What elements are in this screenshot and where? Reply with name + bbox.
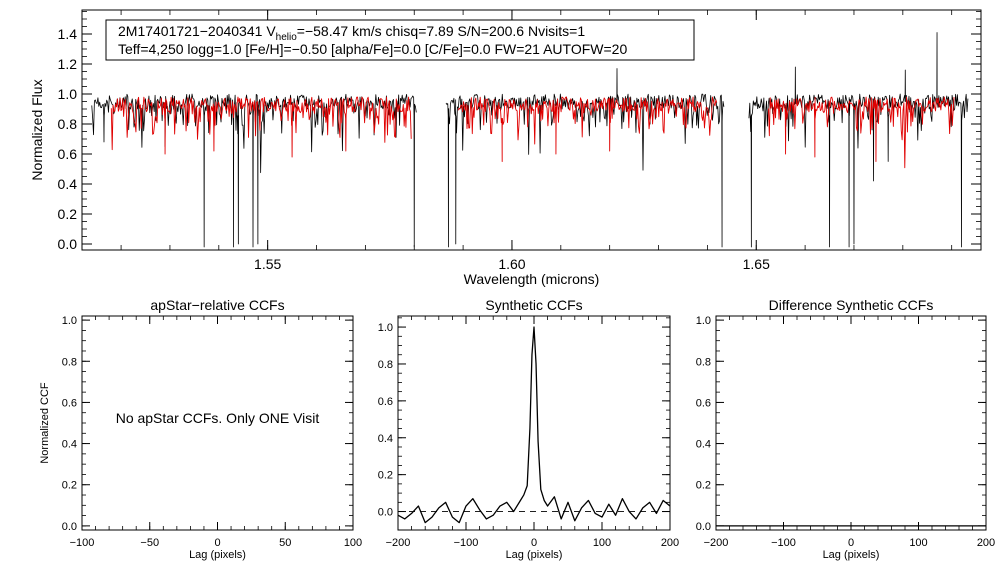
difference-ccf-title: Difference Synthetic CCFs	[769, 297, 934, 313]
apstar-ccf-ytick-label: 1.0	[62, 315, 77, 327]
spectrum-xlabel: Wavelength (microns)	[464, 271, 600, 287]
difference-ccf-xlabel: Lag (pixels)	[823, 549, 880, 561]
spectrum-frame	[81, 9, 982, 251]
apstar-ccf-ylabel: Normalized CCF	[39, 382, 51, 464]
spectrum-ylabel: Normalized Flux	[29, 79, 45, 180]
velocity-subscript: helio	[276, 32, 298, 43]
difference-ccf-ytick-label: 0.2	[696, 480, 711, 492]
info-line-1: 2M17401721−2040341 Vhelio=−58.47 km/s ch…	[118, 23, 585, 43]
synthetic-ccf-xlabel: Lag (pixels)	[506, 549, 563, 561]
spectrum-ytick-label: 1.0	[58, 86, 78, 102]
spectrum-xtick-label: 1.60	[498, 256, 525, 272]
info-field: Nvisits=1	[528, 23, 585, 39]
spectrum-line-model	[110, 96, 412, 158]
difference-ccf-xtick-label: 200	[977, 537, 995, 549]
synthetic-ccf-xtick-label: 0	[531, 537, 537, 549]
info-field: 2M17401721−2040341	[118, 23, 266, 39]
difference-ccf-ytick-label: 0.8	[696, 356, 711, 368]
spectrum-line-model	[768, 96, 955, 169]
synthetic-ccf-xtick-label: 200	[661, 537, 679, 549]
spectrum-ytick-label: 0.0	[58, 236, 78, 252]
difference-ccf-frame	[715, 315, 987, 531]
info-box-frame	[105, 19, 695, 61]
apstar-ccf-xtick-label: 0	[214, 537, 220, 549]
apstar-ccf-ytick-label: 0.4	[62, 439, 77, 451]
info-line-2: Teff=4,250 logg=1.0 [Fe/H]=−0.50 [alpha/…	[118, 41, 627, 57]
synthetic-ccf-ytick-label: 0.8	[378, 359, 393, 371]
spectrum-ytick-label: 1.2	[58, 56, 78, 72]
apstar-ccf-xtick-label: 100	[344, 537, 362, 549]
apstar-ccf-axes: −100 −50 0 50 100 0.0 0.2 0.4 0.6 0.8 1.0 Lag (pixe…	[39, 297, 362, 561]
synthetic-ccf-ytick-label: 0.6	[378, 396, 393, 408]
spectrum-ytick-label: 0.6	[58, 146, 78, 162]
spectrum-ytick-label: 1.4	[58, 26, 78, 42]
apstar-ccf-ytick-label: 0.2	[62, 480, 77, 492]
apstar-ccf-xtick-label: −100	[70, 537, 95, 549]
synthetic-ccf-ytick-label: 1.0	[378, 322, 393, 334]
apstar-ccf-title: apStar−relative CCFs	[150, 297, 284, 313]
spectrum-line-observed	[748, 32, 969, 248]
spectrum-ytick-label: 0.2	[58, 206, 78, 222]
difference-ccf-xtick-label: −200	[704, 537, 729, 549]
synthetic-ccf-xtick-label: −200	[386, 537, 411, 549]
spectrum-ytick-label: 0.4	[58, 176, 78, 192]
synthetic-ccf-ytick-label: 0.4	[378, 433, 393, 445]
spectrum-xtick-label: 1.55	[254, 256, 281, 272]
synthetic-ccf-ytick-label: 0.0	[378, 507, 393, 519]
synthetic-ccf-title: Synthetic CCFs	[485, 297, 582, 313]
spectrum-line-observed	[445, 68, 725, 248]
apstar-ccf-ytick-label: 0.6	[62, 397, 77, 409]
info-field: chisq=7.89	[386, 23, 458, 39]
apstar-ccf-xtick-label: −50	[140, 537, 159, 549]
synthetic-ccf-xtick-label: 100	[593, 537, 611, 549]
difference-ccf-ytick-label: 1.0	[696, 315, 711, 327]
info-field: S/N=200.6	[458, 23, 528, 39]
synthetic-ccf-ytick-label: 0.2	[378, 470, 393, 482]
velocity-value: =−58.47 km/s	[297, 23, 386, 39]
info-field: V	[266, 23, 276, 39]
spectrum-axes: 1.55 1.60 1.65 0.0 0.2 0.4 0.6 0.8 1.0 1.2 1.4 Wave…	[29, 9, 982, 287]
synthetic-ccf-xtick-label: −100	[454, 537, 479, 549]
spectrum-ytick-label: 0.8	[58, 116, 78, 132]
synthetic-ccf-series-group	[397, 326, 671, 524]
apstar-ccf-ytick-label: 0.8	[62, 356, 77, 368]
synthetic-ccf-axes: −200 −100 0 100 200 0.0 0.2 0.4 0.6 0.8 1.0 Lag (pi…	[378, 297, 679, 561]
difference-ccf-ytick-label: 0.0	[696, 521, 711, 533]
difference-ccf-axes: −200 −100 0 100 200 0.0 0.2 0.4 0.6 0.8 1.0 Lag (pi…	[696, 297, 995, 561]
difference-ccf-xtick-label: −100	[771, 537, 796, 549]
difference-ccf-xtick-label: 0	[848, 537, 854, 549]
synthetic-ccf-frame	[397, 315, 671, 531]
difference-ccf-ytick-label: 0.4	[696, 439, 711, 451]
difference-ccf-xtick-label: 100	[909, 537, 927, 549]
spectrum-xtick-label: 1.65	[743, 256, 770, 272]
spectrum-series-group	[91, 32, 969, 248]
apstar-ccf-ytick-label: 0.0	[62, 521, 77, 533]
no-ccf-annotation: No apStar CCFs. Only ONE Visit	[116, 410, 320, 426]
info-box: 2M17401721−2040341 Vhelio=−58.47 km/s ch…	[105, 19, 695, 61]
spectrum-line-model	[457, 96, 718, 162]
difference-ccf-ytick-label: 0.6	[696, 397, 711, 409]
apstar-ccf-xtick-label: 50	[279, 537, 291, 549]
apstar-ccf-xlabel: Lag (pixels)	[189, 549, 246, 561]
synthetic-ccf-line	[397, 326, 671, 524]
